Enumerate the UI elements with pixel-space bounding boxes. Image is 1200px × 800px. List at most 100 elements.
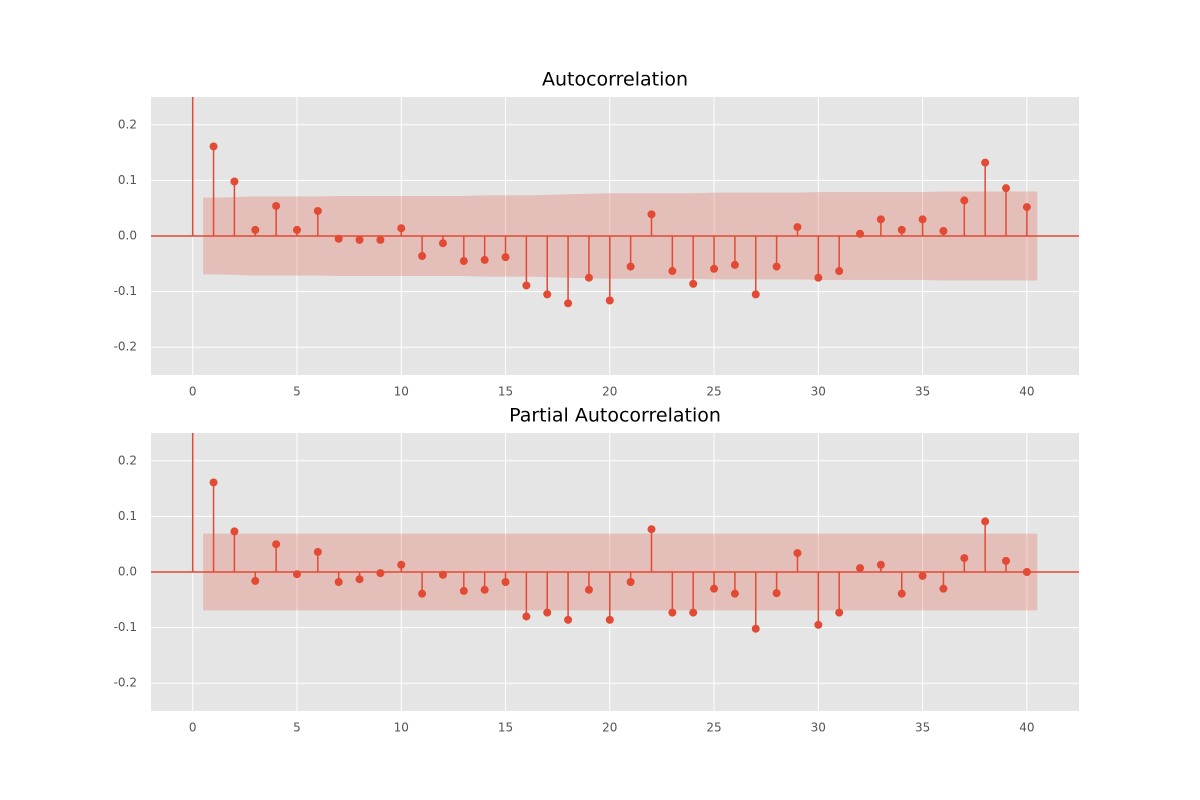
stem-marker <box>313 547 322 556</box>
stem-marker <box>897 589 906 598</box>
stem-marker <box>376 569 385 578</box>
stem-marker <box>522 281 531 290</box>
x-tick-label: 30 <box>811 385 826 399</box>
x-tick-label: 40 <box>1019 385 1034 399</box>
stem-marker <box>647 210 656 219</box>
stem-marker <box>960 196 969 205</box>
stem-marker <box>418 589 427 598</box>
x-tick-label: 10 <box>394 385 409 399</box>
stem-marker <box>689 608 698 617</box>
stem-marker <box>1022 203 1031 212</box>
stem-marker <box>1002 556 1011 565</box>
stem-marker <box>981 517 990 526</box>
stem-marker <box>376 235 385 244</box>
stem-marker <box>522 612 531 621</box>
y-tick-label: -0.1 <box>114 284 137 298</box>
stem-marker <box>543 290 552 299</box>
stem-marker <box>1022 568 1031 576</box>
x-tick-label: 40 <box>1019 721 1034 735</box>
stem-marker <box>793 549 802 558</box>
y-tick-label: 0.0 <box>118 229 137 243</box>
stem-marker <box>564 299 573 308</box>
y-tick-label: 0.1 <box>118 173 137 187</box>
stem-marker <box>772 589 781 598</box>
plot-group <box>151 97 1079 308</box>
chart-title: Partial Autocorrelation <box>509 405 721 427</box>
stem-marker <box>584 585 593 594</box>
stem-marker <box>710 264 719 273</box>
y-tick-label: 0.1 <box>118 509 137 523</box>
stem-marker <box>459 586 468 595</box>
x-tick-label: 5 <box>293 385 301 399</box>
stem-marker <box>501 578 510 587</box>
stem-marker <box>605 296 614 305</box>
x-tick-label: 0 <box>189 721 197 735</box>
stem-marker <box>960 554 969 563</box>
x-tick-label: 5 <box>293 721 301 735</box>
stem-marker <box>710 584 719 593</box>
stem-marker <box>189 12 197 20</box>
x-tick-label: 10 <box>394 721 409 735</box>
x-tick-label: 20 <box>602 385 617 399</box>
stem-marker <box>793 223 802 232</box>
stem-marker <box>334 578 343 587</box>
stem-marker <box>397 224 406 233</box>
stem-marker <box>605 615 614 624</box>
stem-marker <box>856 229 865 238</box>
x-tick-label: 25 <box>706 385 721 399</box>
y-tick-label: -0.2 <box>114 340 137 354</box>
stem-marker <box>626 262 635 271</box>
x-tick-label: 0 <box>189 385 197 399</box>
stem-marker <box>730 589 739 598</box>
stem-marker <box>292 570 301 579</box>
stem-marker <box>939 226 948 235</box>
stem-marker <box>564 615 573 624</box>
stem-marker <box>397 560 406 569</box>
stem-marker <box>876 215 885 224</box>
stem-marker <box>1002 184 1011 193</box>
plot-group <box>151 12 1079 633</box>
x-tick-label: 20 <box>602 721 617 735</box>
stem-marker <box>751 290 760 299</box>
stem-marker <box>918 571 927 580</box>
stem-marker <box>418 252 427 261</box>
x-tick-label: 15 <box>498 721 513 735</box>
stem-marker <box>939 584 948 593</box>
stem-marker <box>230 177 239 186</box>
stem-marker <box>313 206 322 215</box>
stem-marker <box>897 225 906 234</box>
stem-marker <box>584 273 593 282</box>
x-tick-label: 15 <box>498 385 513 399</box>
stem-marker <box>647 525 656 534</box>
stem-marker <box>209 142 218 151</box>
stem-marker <box>856 564 865 573</box>
stem-marker <box>689 279 698 288</box>
y-tick-label: -0.1 <box>114 620 137 634</box>
stem-marker <box>814 273 823 282</box>
x-tick-label: 35 <box>915 385 930 399</box>
stem-marker <box>334 234 343 243</box>
stem-marker <box>835 608 844 617</box>
stem-marker <box>626 578 635 587</box>
stem-marker <box>355 575 364 584</box>
stem-marker <box>501 253 510 262</box>
stem-marker <box>272 540 281 549</box>
chart-title: Autocorrelation <box>542 69 688 91</box>
stem-marker <box>668 267 677 276</box>
stem-marker <box>814 620 823 629</box>
y-tick-label: 0.0 <box>118 565 137 579</box>
stem-marker <box>438 570 447 579</box>
stem-marker <box>251 576 260 585</box>
stem-marker <box>251 225 260 234</box>
stem-marker <box>480 255 489 264</box>
x-tick-label: 35 <box>915 721 930 735</box>
stem-marker <box>230 527 239 536</box>
stem-marker <box>835 267 844 276</box>
stem-marker <box>918 215 927 224</box>
y-tick-label: 0.2 <box>118 117 137 131</box>
y-tick-label: 0.2 <box>118 453 137 467</box>
stem-marker <box>772 262 781 271</box>
stem-marker <box>480 585 489 594</box>
stem-marker <box>272 201 281 210</box>
